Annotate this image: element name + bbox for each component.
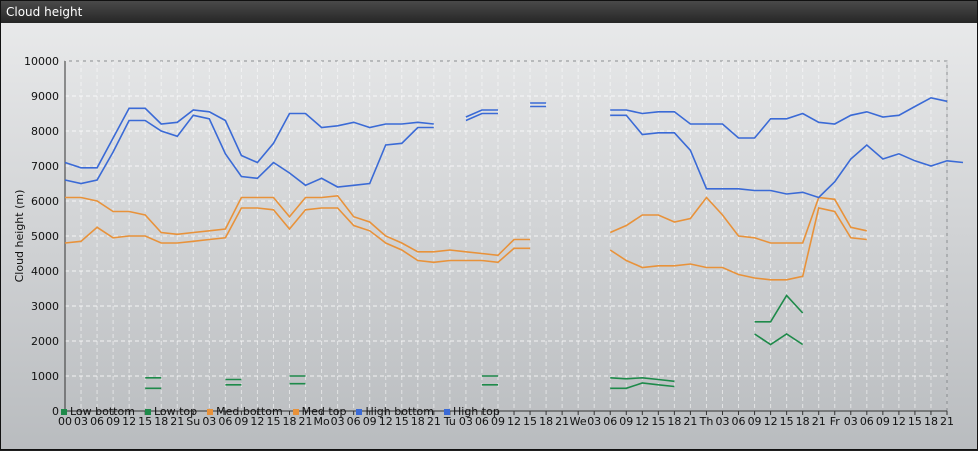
legend-label: Low bottom <box>70 405 135 418</box>
x-tick-label: 21 <box>170 415 184 428</box>
series-line-low-top <box>145 294 804 383</box>
x-tick-label: 21 <box>555 415 569 428</box>
x-tick-label: 15 <box>780 415 794 428</box>
y-tick-label: 10000 <box>24 55 59 68</box>
x-tick-label: 09 <box>619 415 633 428</box>
x-tick-label: 12 <box>122 415 136 428</box>
x-tick-label: 09 <box>363 415 377 428</box>
legend-item: Low top <box>144 405 198 418</box>
x-tick-label: 12 <box>507 415 521 428</box>
x-tick-label: 18 <box>411 415 425 428</box>
chart-legend: Low bottom Low top Med bottom Med top High b… <box>61 405 500 418</box>
x-tick-label: 06 <box>475 415 489 428</box>
x-tick-label: 21 <box>940 415 954 428</box>
x-tick-label: We <box>570 415 587 428</box>
x-tick-label: 03 <box>202 415 216 428</box>
legend-label: Med top <box>301 405 347 418</box>
legend-swatch <box>292 408 299 415</box>
series-line-low-bottom <box>145 333 804 390</box>
x-tick-label: 06 <box>732 415 746 428</box>
x-tick-label: 15 <box>395 415 409 428</box>
x-tick-label: 15 <box>651 415 665 428</box>
x-tick-label: 15 <box>908 415 922 428</box>
x-tick-label: 12 <box>379 415 393 428</box>
x-tick-label: 18 <box>924 415 938 428</box>
x-tick-label: 09 <box>491 415 505 428</box>
x-tick-label: 03 <box>844 415 858 428</box>
x-tick-label: Su <box>186 415 200 428</box>
x-tick-label: 09 <box>106 415 120 428</box>
legend-label: Med bottom <box>216 405 283 418</box>
x-tick-label: Mo <box>313 415 329 428</box>
y-tick-label: 5000 <box>31 230 59 243</box>
y-tick-label: 2000 <box>31 335 59 348</box>
x-tick-label: 03 <box>74 415 88 428</box>
x-tick-label: 06 <box>603 415 617 428</box>
series-line-high-top <box>64 96 948 169</box>
legend-swatch <box>144 408 151 415</box>
x-tick-label: 03 <box>459 415 473 428</box>
x-tick-label: 21 <box>427 415 441 428</box>
legend-item: Med bottom <box>207 405 283 418</box>
series-line-high-bottom <box>64 105 964 199</box>
x-tick-label: 09 <box>876 415 890 428</box>
x-tick-label: 06 <box>90 415 104 428</box>
x-tick-label: 06 <box>860 415 874 428</box>
x-tick-label: 03 <box>331 415 345 428</box>
x-tick-label: 03 <box>715 415 729 428</box>
legend-label: High bottom <box>365 405 434 418</box>
series-line-med-bottom <box>64 207 867 281</box>
y-tick-label: 8000 <box>31 125 59 138</box>
y-tick-label: 3000 <box>31 300 59 313</box>
x-tick-label: Th <box>699 415 714 428</box>
legend-item: Med top <box>292 405 347 418</box>
legend-swatch <box>444 408 450 415</box>
x-tick-label: 09 <box>234 415 248 428</box>
x-tick-label: 18 <box>667 415 681 428</box>
legend-swatch <box>207 408 214 415</box>
window-title: Cloud height <box>1 1 977 23</box>
x-tick-label: 15 <box>138 415 152 428</box>
x-tick-label: 12 <box>892 415 906 428</box>
x-tick-label: 12 <box>635 415 649 428</box>
x-tick-label: 15 <box>266 415 280 428</box>
x-tick-label: 06 <box>347 415 361 428</box>
x-tick-label: 18 <box>154 415 168 428</box>
x-tick-label: Fr <box>830 415 841 428</box>
x-tick-label: 12 <box>250 415 264 428</box>
y-tick-label: 0 <box>52 405 59 418</box>
x-tick-label: 06 <box>218 415 232 428</box>
y-tick-label: 4000 <box>31 265 59 278</box>
x-tick-label: 21 <box>299 415 313 428</box>
x-tick-label: 18 <box>539 415 553 428</box>
y-tick-label: 7000 <box>31 160 59 173</box>
y-tick-label: 6000 <box>31 195 59 208</box>
legend-item: High bottom <box>356 405 434 418</box>
legend-item: High top <box>444 405 500 418</box>
x-tick-label: 03 <box>587 415 601 428</box>
legend-item: Low bottom <box>61 405 135 418</box>
legend-label: Low top <box>153 405 198 418</box>
y-tick-label: 9000 <box>31 90 59 103</box>
x-tick-label: 21 <box>683 415 697 428</box>
series-line-med-top <box>65 194 867 257</box>
x-tick-label: 18 <box>283 415 297 428</box>
legend-swatch <box>356 408 363 415</box>
x-tick-label: 00 <box>58 415 72 428</box>
x-tick-label: 15 <box>523 415 537 428</box>
x-tick-label: Tu <box>443 415 456 428</box>
x-tick-label: 21 <box>812 415 826 428</box>
legend-label: High top <box>453 405 500 418</box>
x-tick-label: 18 <box>796 415 810 428</box>
y-tick-label: 1000 <box>31 370 59 383</box>
y-axis-label: Cloud height (m) <box>13 190 26 283</box>
legend-swatch <box>61 408 67 415</box>
x-tick-label: 12 <box>764 415 778 428</box>
x-tick-label: 09 <box>748 415 762 428</box>
